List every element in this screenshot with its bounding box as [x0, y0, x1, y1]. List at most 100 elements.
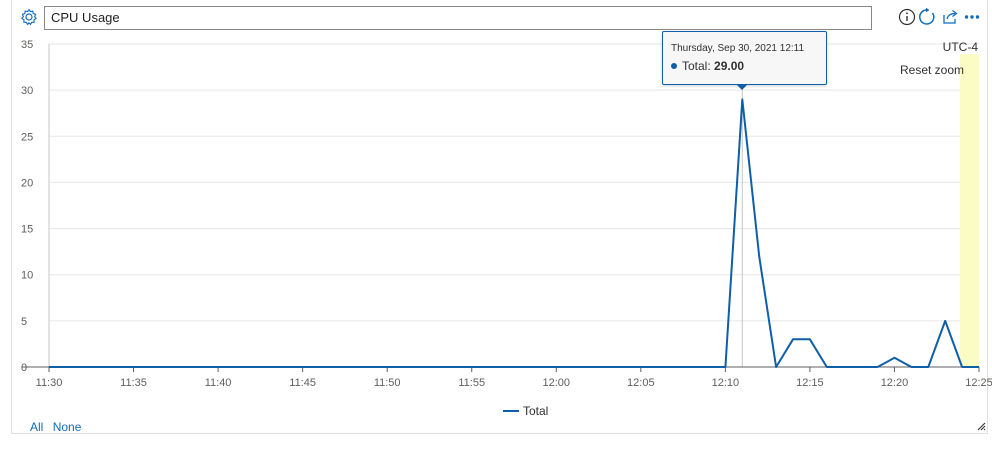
data-point [944, 320, 946, 322]
x-tick-label: 12:15 [796, 377, 824, 389]
legend-swatch [503, 410, 519, 412]
data-point [99, 366, 101, 368]
data-point [301, 366, 303, 368]
data-point [792, 338, 794, 340]
y-tick-label: 25 [21, 131, 33, 143]
data-point [927, 366, 929, 368]
data-point [775, 366, 777, 368]
data-point [657, 366, 659, 368]
data-point [403, 366, 405, 368]
x-tick-label: 11:30 [36, 377, 63, 389]
data-point [166, 366, 168, 368]
data-point [809, 338, 811, 340]
data-point [471, 366, 473, 368]
x-tick-label: 11:35 [120, 377, 147, 389]
data-point [741, 98, 743, 100]
data-point [217, 366, 219, 368]
reset-zoom-button[interactable]: Reset zoom [900, 63, 965, 77]
data-point [724, 366, 726, 368]
data-point [876, 366, 878, 368]
more-icon[interactable] [963, 8, 981, 26]
data-point [673, 366, 675, 368]
series-dot-icon [671, 63, 677, 69]
x-tick-label: 11:50 [374, 377, 401, 389]
x-tick-label: 12:20 [881, 377, 909, 389]
gear-icon[interactable] [20, 8, 38, 26]
data-point [234, 366, 236, 368]
data-point [978, 366, 980, 368]
data-point [437, 366, 439, 368]
share-icon[interactable] [941, 8, 959, 26]
chart-panel [11, 0, 988, 434]
y-tick-label: 20 [21, 177, 33, 189]
data-point [268, 366, 270, 368]
y-tick-label: 10 [21, 270, 33, 282]
data-point [572, 366, 574, 368]
data-point [386, 366, 388, 368]
series-selection-links: All None [30, 420, 87, 434]
x-tick-label: 11:55 [458, 377, 485, 389]
data-point [504, 366, 506, 368]
data-point [149, 366, 151, 368]
data-point [369, 366, 371, 368]
data-point [183, 366, 185, 368]
data-point [521, 366, 523, 368]
data-point [335, 366, 337, 368]
data-point [555, 366, 557, 368]
data-point [623, 366, 625, 368]
tooltip-series: Total: [682, 59, 711, 73]
data-point [690, 366, 692, 368]
legend-label: Total [523, 404, 549, 418]
data-point [420, 366, 422, 368]
data-point [48, 366, 50, 368]
data-point [65, 366, 67, 368]
data-point [200, 366, 202, 368]
select-none-link[interactable]: None [52, 420, 82, 434]
y-tick-label: 30 [21, 85, 33, 97]
data-tooltip: Thursday, Sep 30, 2021 12:11 Total: 29.0… [662, 31, 827, 85]
resize-handle-icon[interactable] [976, 421, 986, 431]
data-point [758, 255, 760, 257]
data-point [115, 366, 117, 368]
data-point [352, 366, 354, 368]
x-tick-label: 12:25 [965, 377, 992, 389]
info-icon[interactable] [898, 8, 916, 26]
timezone-label: UTC-4 [942, 40, 978, 54]
data-point [859, 366, 861, 368]
series-line-total [49, 98, 979, 368]
x-tick-label: 11:40 [205, 377, 232, 389]
y-tick-label: 5 [21, 316, 27, 328]
select-all-link[interactable]: All [30, 420, 44, 434]
data-point [538, 366, 540, 368]
tooltip-arrow [736, 84, 748, 90]
data-point [843, 366, 845, 368]
refresh-icon[interactable] [917, 7, 937, 27]
data-point [640, 366, 642, 368]
y-tick-label: 15 [21, 224, 33, 236]
y-tick-label: 0 [21, 362, 27, 374]
x-tick-label: 12:10 [712, 377, 740, 389]
x-tick-label: 12:05 [627, 377, 655, 389]
data-point [893, 357, 895, 359]
data-point [707, 366, 709, 368]
data-point [285, 366, 287, 368]
y-tick-label: 35 [21, 39, 33, 51]
x-tick-label: 12:00 [543, 377, 571, 389]
data-point [487, 366, 489, 368]
data-point [132, 366, 134, 368]
data-point [961, 366, 963, 368]
data-point [606, 366, 608, 368]
x-tick-label: 11:45 [289, 377, 316, 389]
chart-title-input[interactable]: CPU Usage [44, 6, 872, 30]
tooltip-value: 29.00 [714, 59, 745, 73]
data-point [82, 366, 84, 368]
data-point [251, 366, 253, 368]
legend-item-total[interactable]: Total [503, 404, 548, 418]
data-point [589, 366, 591, 368]
data-point [318, 366, 320, 368]
data-point [826, 366, 828, 368]
data-point [910, 366, 912, 368]
data-point [454, 366, 456, 368]
tooltip-date: Thursday, Sep 30, 2021 12:11 [671, 43, 805, 54]
